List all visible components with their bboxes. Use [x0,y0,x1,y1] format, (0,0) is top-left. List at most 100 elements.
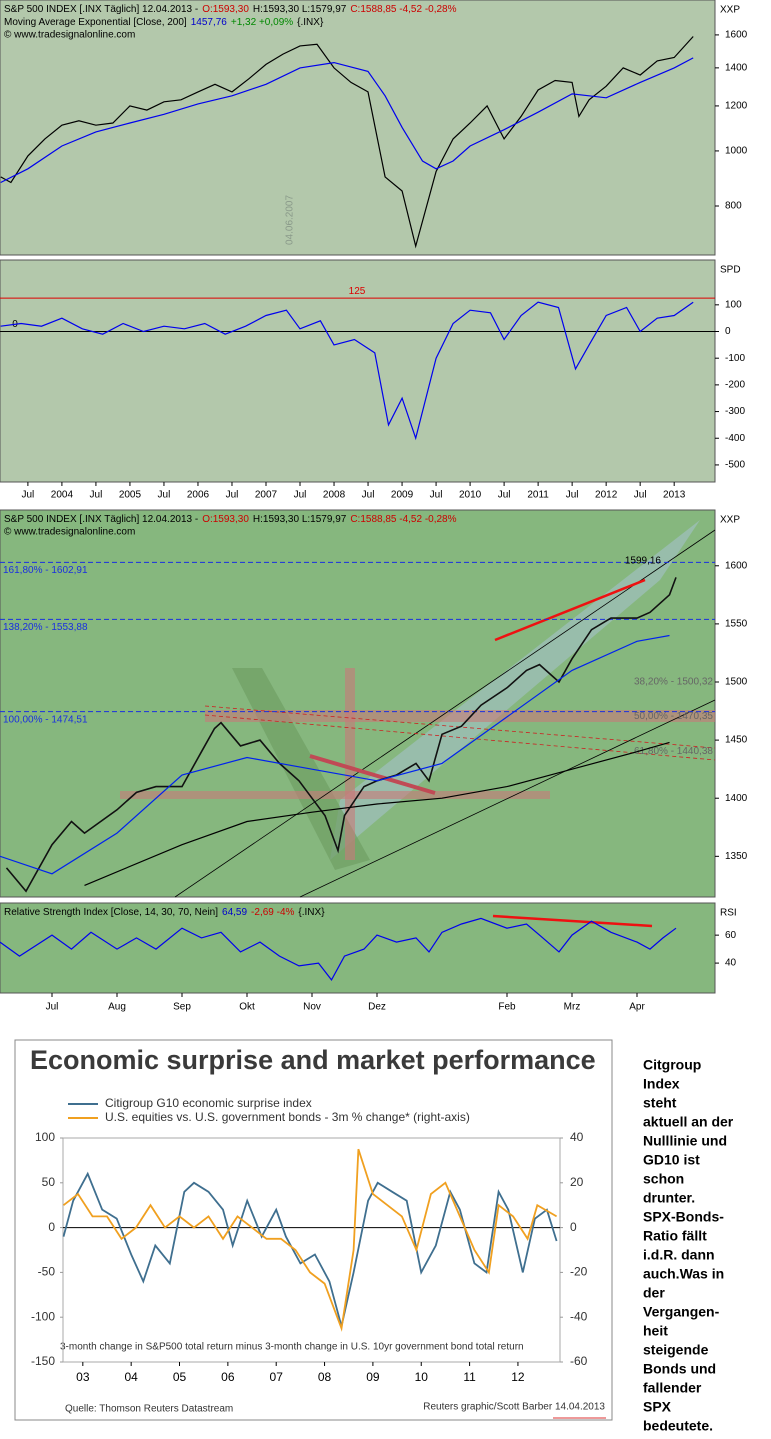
y-tick-label: 1450 [725,735,748,746]
header-part: 1457,76 [191,17,228,28]
series-line [5,577,677,893]
axis-label: XXP [720,5,740,16]
side-text: heit [643,1323,668,1339]
x-tick-label: Jul [90,490,103,501]
header-part: {.INX} [297,17,324,28]
series-line [62,1171,558,1327]
header: S&P 500 INDEX [.INX Täglich] 12.04.2013 … [4,514,457,525]
fib-label: 138,20% - 1553,88 [3,622,88,633]
trend-line [174,529,716,898]
x-tick-label: 08 [318,1370,332,1384]
header-part: H:1593,30 L:1579,97 [253,4,347,15]
y2-tick-label: -20 [570,1265,588,1279]
header-part: O:1593,30 [202,514,249,525]
x-tick-label: Nov [303,1002,321,1013]
header-part: {.INX} [298,907,325,918]
x-tick-label: Jul [21,490,34,501]
y-tick-label: -300 [725,406,745,417]
x-tick-label: Mrz [564,1002,581,1013]
x-tick-label: 2012 [595,490,618,501]
side-text: Ratio fällt [643,1228,707,1244]
note: 3-month change in S&P500 total return mi… [60,1342,524,1353]
zone [120,791,550,799]
y-tick-label: 60 [725,930,737,941]
drawings [120,520,716,898]
header-part: Moving Average Exponential [Close, 200] [4,17,187,28]
retracement-label: 61,80% - 1440,38 [634,746,713,757]
x-tick-label: 2008 [323,490,346,501]
y-tick-label: 1350 [725,851,748,862]
legend-label: U.S. equities vs. U.S. government bonds … [105,1110,470,1124]
axis-label: SPD [720,265,741,276]
side-text: SPX [643,1399,672,1415]
y-tick-label: 0 [725,326,731,337]
x-tick-label: Jul [46,1002,59,1013]
y-tick-label: -500 [725,460,745,471]
x-tick-label: Jul [430,490,443,501]
x-tick-label: 06 [221,1370,235,1384]
side-text: steigende [643,1342,709,1358]
x-tick-label: Aug [108,1002,126,1013]
header-part: S&P 500 INDEX [.INX Täglich] 12.04.2013 … [4,514,198,525]
y-tick-label: 50 [42,1175,56,1189]
header-part: C:1588,85 -4,52 -0,28% [350,514,456,525]
y2-tick-label: 0 [570,1220,577,1234]
source: Quelle: Thomson Reuters Datastream [65,1404,233,1415]
y2-tick-label: -60 [570,1354,588,1368]
plot-background [0,0,716,256]
reference-label: 125 [349,286,366,297]
x-tick-label: 2009 [391,490,414,501]
side-text: Index [643,1076,680,1092]
x-tick-label: Apr [629,1002,645,1013]
legend-label: Citigroup G10 economic surprise index [105,1096,312,1110]
series-line [0,634,670,875]
copyright: © www.tradesignalonline.com [4,527,135,538]
x-tick-label: Jul [498,490,511,501]
y-tick-label: 1400 [725,63,748,74]
trend-line [204,714,716,761]
header-part: O:1593,30 [202,4,249,15]
side-text: bedeutete. [643,1418,713,1434]
trend-line [309,754,436,795]
side-text: GD10 ist [643,1152,700,1168]
x-tick-label: 2006 [187,490,210,501]
y2-tick-label: 40 [570,1130,584,1144]
x-tick-label: Jul [362,490,375,501]
side-text: SPX-Bonds- [643,1209,724,1225]
header: Moving Average Exponential [Close, 200] 1… [4,17,324,28]
y2-tick-label: -40 [570,1309,588,1323]
side-text: Vergangen- [643,1304,720,1320]
x-tick-label: 2007 [255,490,278,501]
x-tick-label: 2004 [51,490,74,501]
retracement-label: 50,00% - 1470,35 [634,711,713,722]
y-tick-label: 1000 [725,146,748,157]
y-tick-label: 800 [725,201,742,212]
series-line [0,917,677,981]
x-tick-label: Dez [368,1002,386,1013]
x-tick-label: 12 [511,1370,525,1384]
x-tick-label: 04 [124,1370,138,1384]
header: Relative Strength Index [Close, 14, 30, … [4,907,325,918]
plot-background [0,259,716,483]
y-tick-label: 1500 [725,677,748,688]
copyright: © www.tradesignalonline.com [4,30,135,41]
plot-area [62,1137,561,1363]
x-tick-label: 09 [366,1370,380,1384]
header-part: 64,59 [222,907,247,918]
x-tick-label: Jul [158,490,171,501]
side-text: Citgroup [643,1057,701,1073]
y-tick-label: 1550 [725,619,748,630]
side-text: steht [643,1095,677,1111]
x-tick-label: 07 [270,1370,284,1384]
x-tick-label: Okt [239,1002,255,1013]
y-tick-label: -100 [725,353,745,364]
chart-title: Economic surprise and market performance [30,1045,596,1075]
axis-label: RSI [720,908,737,919]
series-line [84,741,670,886]
side-text: Nulllinie und [643,1133,727,1149]
zone [205,710,715,722]
retracement-label: 38,20% - 1500,32 [634,676,713,687]
y-tick-label: 1200 [725,101,748,112]
y-tick-label: 40 [725,958,737,969]
